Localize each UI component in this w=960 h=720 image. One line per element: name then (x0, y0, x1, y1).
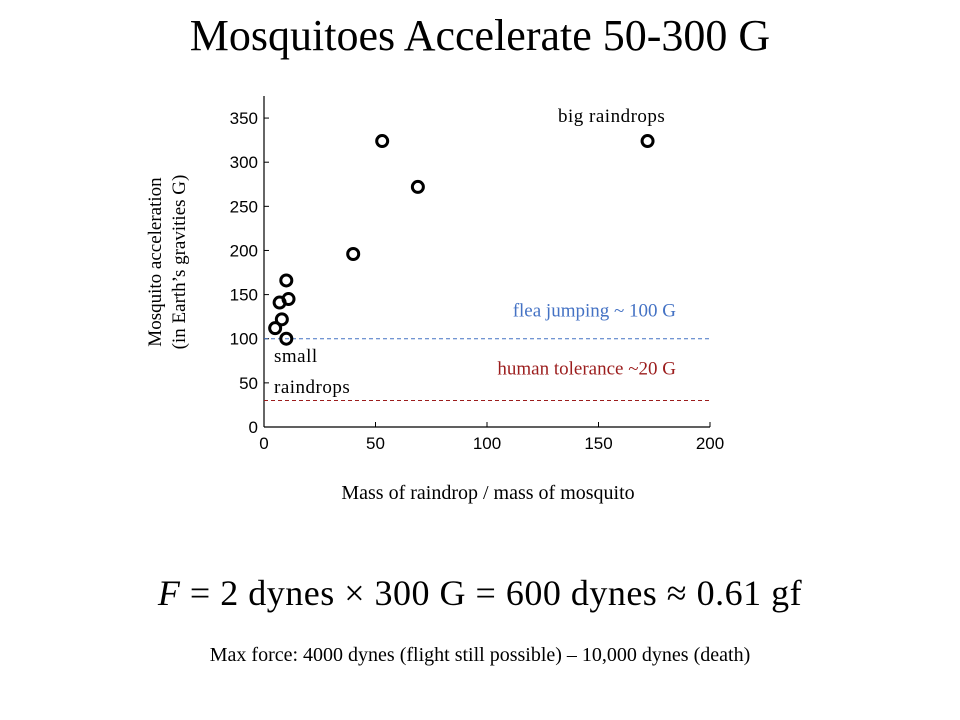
y-tick-label: 200 (230, 241, 258, 260)
data-point (274, 312, 289, 327)
reference-line-label: flea jumping ~ 100 G (513, 301, 677, 322)
y-tick-label: 250 (230, 197, 258, 216)
data-point (640, 134, 655, 149)
y-tick-label: 100 (230, 330, 258, 349)
data-point (281, 292, 296, 307)
x-tick-label: 200 (696, 434, 724, 453)
y-tick-label: 50 (239, 374, 258, 393)
annotation-small-raindrops: raindrops (274, 377, 350, 398)
x-tick-label: 100 (473, 434, 501, 453)
force-formula: F = 2 dynes × 300 G = 600 dynes ≈ 0.61 g… (0, 572, 960, 614)
y-tick-label: 150 (230, 286, 258, 305)
annotation-small-raindrops: small (274, 346, 318, 367)
annotation-big-raindrops: big raindrops (558, 106, 665, 127)
data-point (279, 331, 294, 346)
slide-title: Mosquitoes Accelerate 50-300 G (189, 11, 771, 60)
y-tick-label: 0 (249, 418, 258, 437)
x-axis-label: Mass of raindrop / mass of mosquito (341, 482, 635, 504)
data-point (279, 273, 294, 288)
x-tick-label: 0 (259, 434, 268, 453)
data-point (410, 179, 425, 194)
y-tick-label: 300 (230, 153, 258, 172)
y-axis-label-line-2: (in Earth’s gravities G) (169, 174, 190, 350)
data-point (268, 321, 283, 336)
x-tick-label: 150 (584, 434, 612, 453)
y-axis-label-line-1: Mosquito acceleration (145, 177, 166, 347)
y-tick-label: 350 (230, 109, 258, 128)
formula-expression: = 2 dynes × 300 G = 600 dynes ≈ 0.61 gf (180, 573, 803, 613)
reference-line-label: human tolerance ~20 G (497, 359, 676, 380)
max-force-note: Max force: 4000 dynes (flight still poss… (209, 644, 751, 666)
data-point (375, 134, 390, 149)
formula-variable: F (157, 573, 181, 613)
x-tick-label: 50 (366, 434, 385, 453)
y-axis-label: Mosquito acceleration (in Earth’s gravit… (144, 172, 204, 352)
data-point (346, 246, 361, 261)
